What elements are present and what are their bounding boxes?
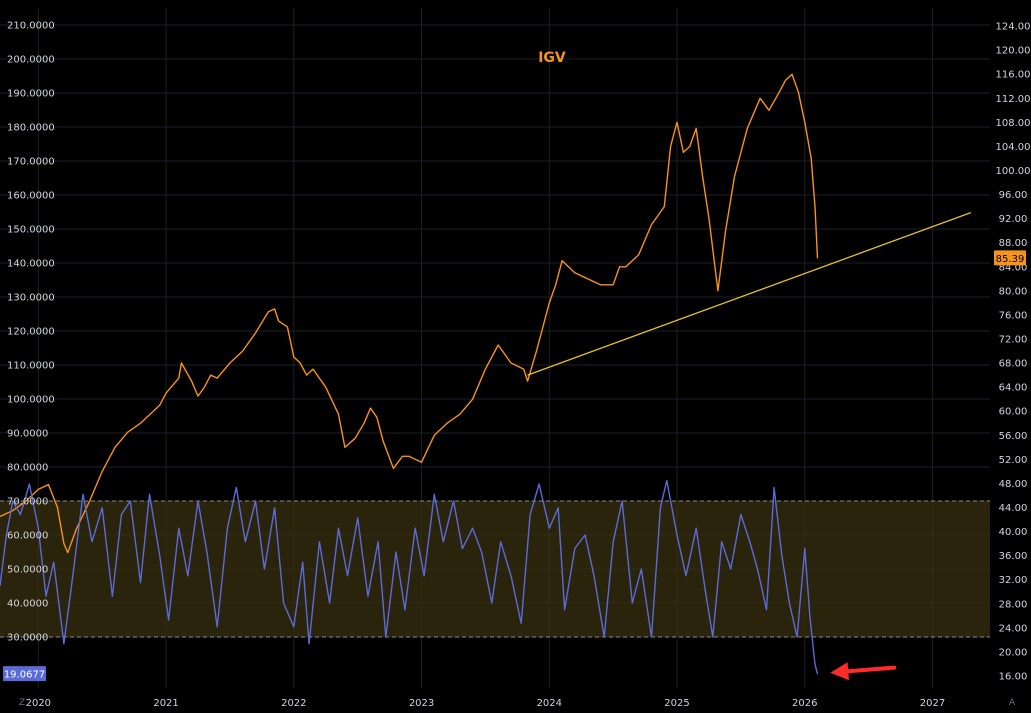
x-tick-label: 2020 xyxy=(26,698,51,709)
right-tick-label: 64.00 xyxy=(999,383,1028,394)
right-tick-label: 92.00 xyxy=(999,214,1028,225)
trendline-layer xyxy=(527,211,972,376)
left-tick-label: 30.0000 xyxy=(7,633,48,644)
right-tick-label: 100.00 xyxy=(996,166,1031,177)
right-tick-label: 124.00 xyxy=(996,22,1031,33)
right-tick-label: 32.00 xyxy=(999,575,1028,586)
left-tick-label: 70.0000 xyxy=(7,497,48,508)
right-tick-label: 104.00 xyxy=(996,142,1031,153)
left-tick-label: 130.0000 xyxy=(7,293,55,304)
left-tick-label: 150.0000 xyxy=(7,225,55,236)
right-tick-label: 16.00 xyxy=(999,671,1028,682)
left-tick-label: 110.0000 xyxy=(7,361,55,372)
left-tick-label: 170.0000 xyxy=(7,157,55,168)
indicator-band xyxy=(0,500,990,638)
left-tick-label: 210.0000 xyxy=(7,21,55,32)
x-tick-label: 2027 xyxy=(920,698,945,709)
corner-right-label[interactable]: A xyxy=(1009,698,1016,708)
series-layer xyxy=(0,73,819,675)
band-fill xyxy=(0,501,990,637)
right-tick-label: 48.00 xyxy=(999,479,1028,490)
x-tick-label: 2022 xyxy=(281,698,306,709)
right-tick-label: 120.00 xyxy=(996,46,1031,57)
price-series-line[interactable] xyxy=(0,73,819,554)
right-tick-label: 28.00 xyxy=(999,599,1028,610)
left-tick-label: 160.0000 xyxy=(7,191,55,202)
left-tick-label: 80.0000 xyxy=(7,463,48,474)
right-tick-label: 80.00 xyxy=(999,286,1028,297)
annotation-arrow-head xyxy=(830,662,849,681)
right-tick-label: 40.00 xyxy=(999,527,1028,538)
right-tick-label: 112.00 xyxy=(996,94,1031,105)
right-tick-label: 24.00 xyxy=(999,623,1028,634)
x-tick-label: 2025 xyxy=(664,698,689,709)
right-tick-label: 44.00 xyxy=(999,503,1028,514)
price-value-badge xyxy=(994,250,1026,266)
annotation-arrow-shaft xyxy=(846,665,897,674)
right-tick-label: 108.00 xyxy=(996,118,1031,129)
left-tick-label: 50.0000 xyxy=(7,565,48,576)
right-tick-label: 72.00 xyxy=(999,334,1028,345)
x-tick-label: 2026 xyxy=(792,698,817,709)
left-tick-label: 90.0000 xyxy=(7,429,48,440)
right-tick-label: 36.00 xyxy=(999,551,1028,562)
right-tick-label: 116.00 xyxy=(996,70,1031,81)
right-tick-label: 52.00 xyxy=(999,455,1028,466)
left-tick-label: 60.0000 xyxy=(7,531,48,542)
right-tick-label: 56.00 xyxy=(999,431,1028,442)
indicator-value-label: 19.0677 xyxy=(4,670,45,681)
left-tick-label: 190.0000 xyxy=(7,89,55,100)
right-tick-label: 76.00 xyxy=(999,310,1028,321)
trendline[interactable] xyxy=(527,211,972,376)
right-tick-label: 88.00 xyxy=(999,238,1028,249)
right-tick-label: 68.00 xyxy=(999,359,1028,370)
chart-title: IGV xyxy=(538,50,566,66)
annotation-layer xyxy=(830,662,897,681)
right-axis[interactable]: 16.00 20.00 24.00 28.00 32.00 36.00 40.00 44.00… xyxy=(994,22,1031,683)
left-tick-label: 40.0000 xyxy=(7,599,48,610)
indicator-series-line[interactable] xyxy=(0,479,819,675)
right-tick-label: 96.00 xyxy=(999,190,1028,201)
right-tick-label: 84.00 xyxy=(999,262,1028,273)
left-tick-label: 100.0000 xyxy=(7,395,55,406)
x-tick-label: 2023 xyxy=(409,698,434,709)
x-tick-label: 2021 xyxy=(153,698,178,709)
corner-left-label[interactable]: Z xyxy=(19,698,25,708)
right-tick-label: 60.00 xyxy=(999,407,1028,418)
left-axis[interactable]: 30.0000 40.0000 50.0000 60.0000 70.0000 80.00… xyxy=(3,21,55,682)
left-tick-label: 140.0000 xyxy=(7,259,55,270)
x-axis[interactable]: 2020 2021 2022 2023 2024 2025 2026 2027 xyxy=(26,698,946,709)
x-tick-label: 2024 xyxy=(537,698,562,709)
left-tick-label: 200.0000 xyxy=(7,55,55,66)
left-tick-label: 120.0000 xyxy=(7,327,55,338)
right-tick-label: 20.00 xyxy=(999,647,1028,658)
left-tick-label: 180.0000 xyxy=(7,123,55,134)
indicator-value-badge xyxy=(3,666,46,682)
price-value-label: 85.39 xyxy=(996,254,1025,265)
